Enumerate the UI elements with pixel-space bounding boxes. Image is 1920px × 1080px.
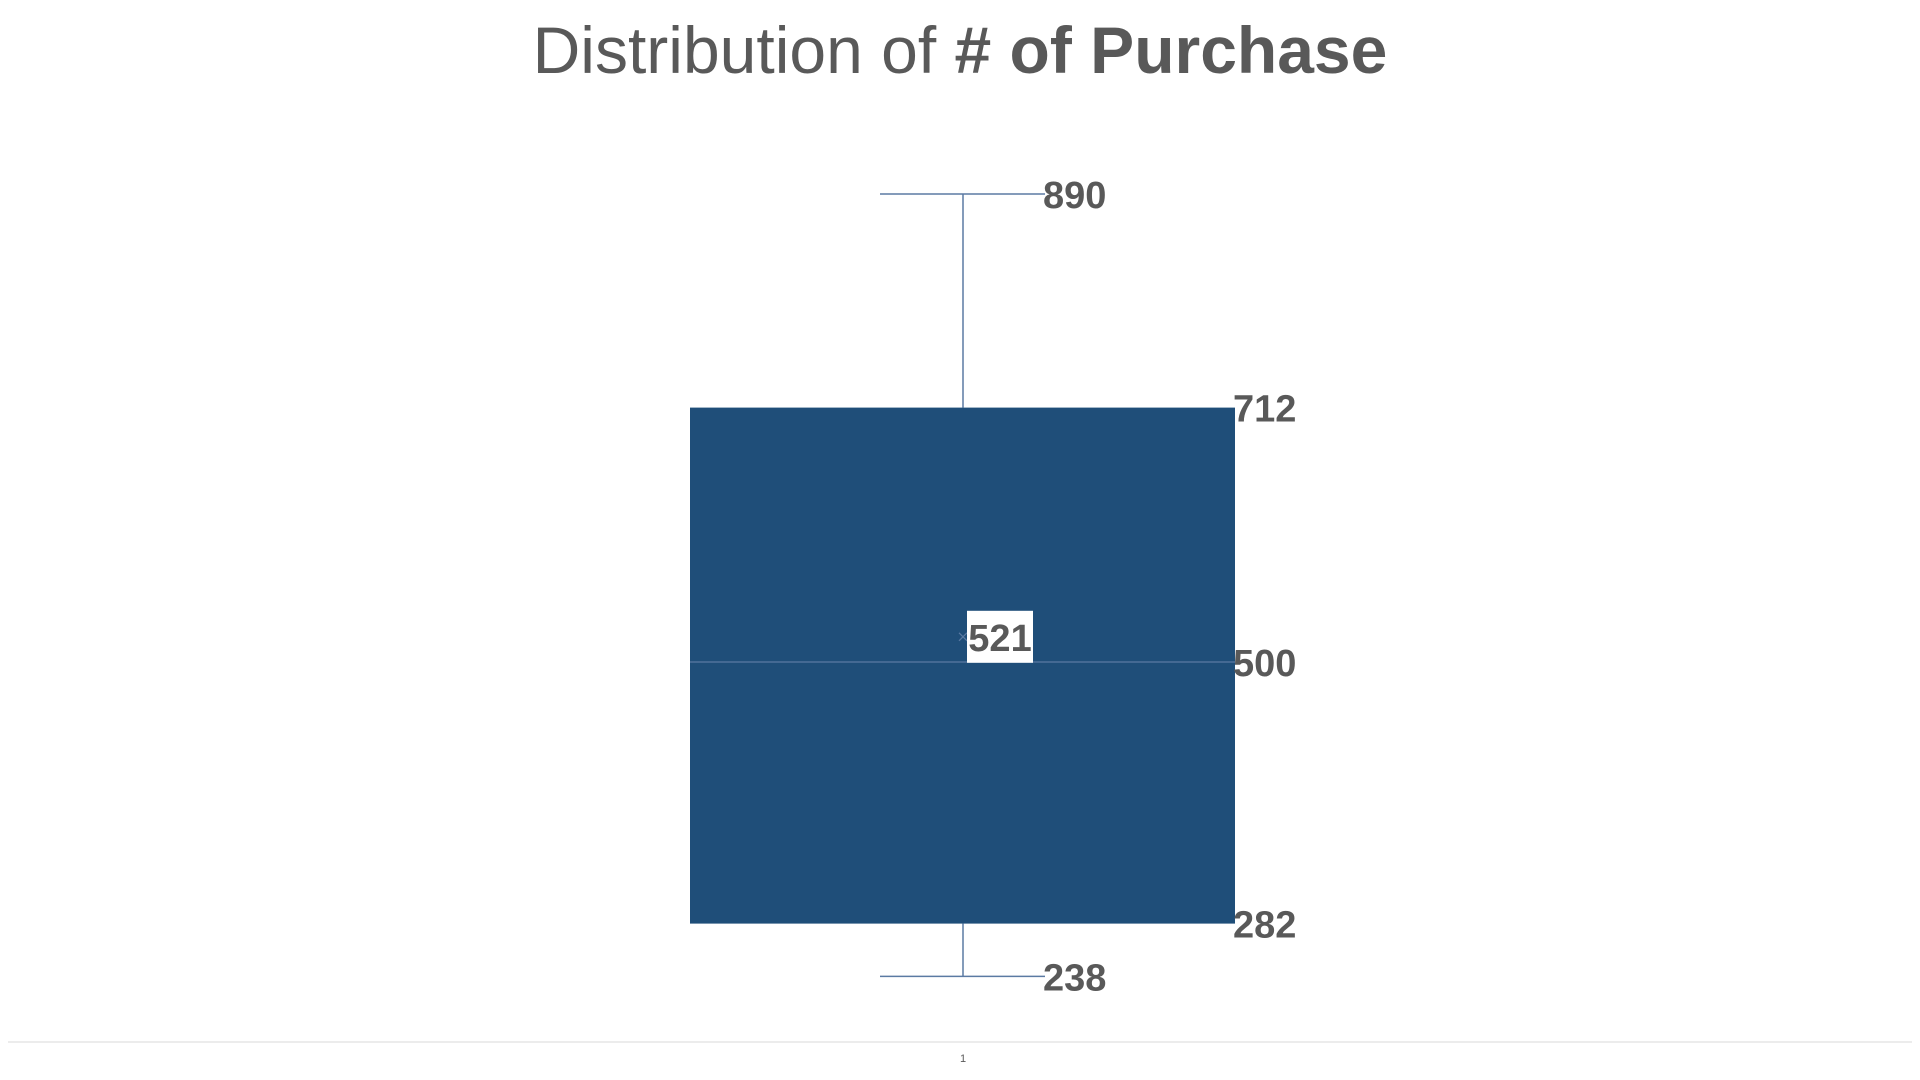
mean-label-bg [967, 610, 1033, 663]
x-axis-tick-label: 1 [960, 1053, 966, 1065]
chart-title-prefix: Distribution of [532, 13, 955, 87]
q3-label: 712 [1233, 389, 1296, 431]
max-label: 890 [1043, 175, 1106, 217]
chart-title-emphasis: # of Purchase [954, 13, 1388, 87]
box-iqr [690, 407, 1235, 924]
chart-title: Distribution of # of Purchase [0, 12, 1920, 88]
q1-label: 282 [1233, 905, 1296, 947]
mean-label: 521 [968, 618, 1031, 660]
min-label: 238 [1043, 957, 1106, 999]
median-label: 500 [1233, 643, 1296, 685]
mean-marker [958, 632, 968, 642]
